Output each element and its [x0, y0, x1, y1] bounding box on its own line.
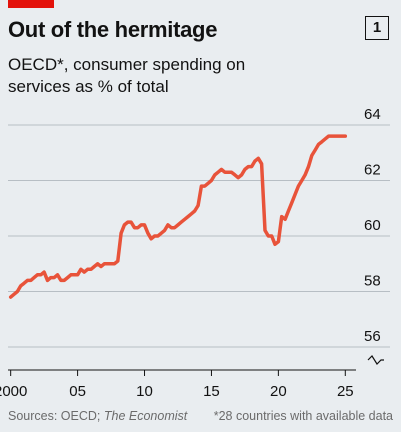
x-tick-label-2000: 2000 — [0, 383, 27, 400]
x-tick-label-10: 10 — [136, 383, 153, 400]
gridlines — [8, 124, 390, 348]
source-publication: The Economist — [103, 409, 188, 423]
y-axis-labels: 56 58 60 62 64 — [364, 106, 381, 345]
y-tick-label-58: 58 — [364, 273, 381, 290]
x-axis: 2000 05 10 15 20 25 — [0, 369, 356, 400]
y-tick-label-56: 56 — [364, 328, 381, 345]
x-tick-label-05: 05 — [69, 383, 86, 400]
y-tick-label-64: 64 — [364, 106, 381, 123]
series-lines — [8, 134, 348, 299]
series-line-0 — [8, 134, 348, 299]
x-tick-label-20: 20 — [270, 383, 287, 400]
x-tick-label-25: 25 — [337, 383, 354, 400]
brand-red-tag — [8, 0, 54, 8]
chart-number-badge: 1 — [365, 16, 389, 40]
y-tick-label-62: 62 — [364, 162, 381, 179]
axis-break-zigzag — [367, 355, 384, 365]
source-note: Sources: OECD; The Economist — [8, 409, 187, 423]
x-tick-label-15: 15 — [203, 383, 220, 400]
axis-break-marker — [367, 355, 384, 365]
chart-title: Out of the hermitage — [8, 17, 218, 42]
footnote: *28 countries with available data — [213, 409, 393, 423]
y-tick-label-60: 60 — [364, 217, 381, 234]
source-prefix: Sources: OECD; — [8, 409, 104, 423]
chart-subtitle: OECD*, consumer spending on services as … — [8, 55, 246, 96]
